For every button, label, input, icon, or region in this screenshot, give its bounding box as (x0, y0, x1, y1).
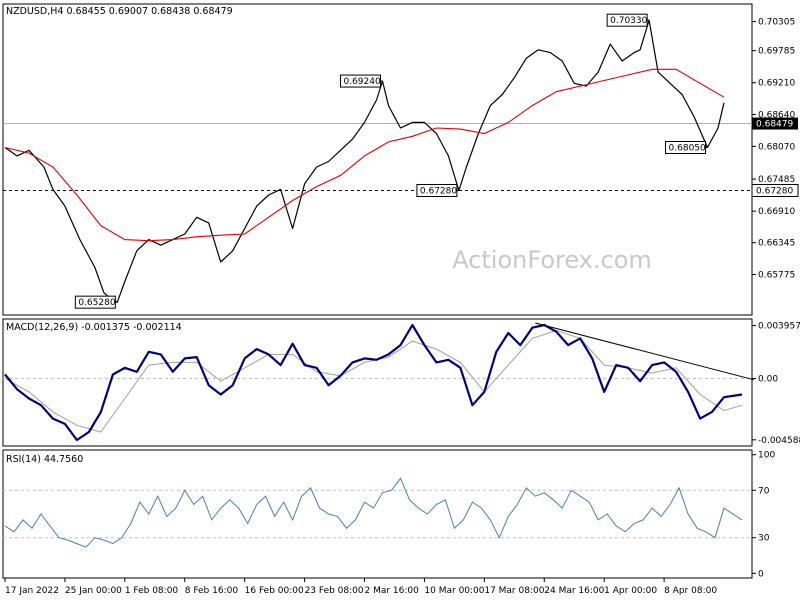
moving-average-line (4, 68, 725, 242)
price-y-tick-label: 0.69785 (758, 47, 795, 57)
annotation-box (74, 295, 116, 309)
price-y-tick-label: 0.67485 (758, 175, 795, 185)
support-label: 0.67280 (756, 186, 793, 196)
price-y-tick-label: 0.68070 (758, 142, 795, 152)
rsi-y-axis: 100 70 30 0 (3, 451, 775, 579)
rsi-line (4, 477, 743, 548)
rsi-panel: 100 70 30 0 RSI(14) 44.7560 (2, 449, 775, 579)
annotation-box (665, 140, 707, 154)
price-panel: ActionForex.com 0.70305 0.69785 0.69210 0.6… (2, 3, 799, 316)
rsi-series (4, 477, 743, 548)
rsi-y-tick-label: 70 (758, 486, 770, 496)
rsi-y-tick-label: 30 (758, 534, 770, 544)
support-tag (751, 183, 799, 197)
time-tick-label: 25 Jan 00:00 (65, 586, 122, 596)
time-tick-label: 1 Feb 08:00 (125, 586, 179, 596)
macd-y-tick-label: -0.004588 (758, 436, 800, 446)
time-axis: 17 Jan 2022 25 Jan 00:00 1 Feb 08:00 8 Feb … (4, 578, 717, 596)
annotation-label: 0.70330 (610, 16, 647, 26)
last-price-tag (752, 117, 798, 130)
last-price-label: 0.68479 (756, 120, 793, 130)
time-tick-label: 10 Mar 00:00 (424, 586, 484, 596)
rsi-y-tick-label: 100 (758, 451, 775, 461)
time-tick-label: 8 Apr 08:00 (664, 586, 717, 596)
price-title: NZDUSD,H4 0.68455 0.69007 0.68438 0.6847… (6, 6, 233, 17)
rsi-panel-frame (2, 449, 753, 579)
price-y-axis: 0.70305 0.69785 0.69210 0.68640 0.68070 0.674… (752, 18, 795, 281)
time-tick-label: 17 Mar 08:00 (484, 586, 544, 596)
time-tick-label: 16 Feb 00:00 (245, 586, 304, 596)
rsi-y-tick-label: 0 (758, 569, 764, 579)
watermark: ActionForex.com (452, 246, 652, 274)
macd-panel: 0.003957 0.00 -0.004588 MACD(12,26,9) -0.0… (2, 318, 800, 447)
price-y-tick-label: 0.66910 (758, 207, 795, 217)
time-tick-label: 23 Feb 08:00 (305, 586, 364, 596)
annotation-label: 0.68050 (669, 143, 706, 153)
price-line (4, 19, 725, 303)
rsi-title: RSI(14) 44.7560 (6, 454, 83, 465)
annotation-box (606, 13, 648, 27)
price-levels: 0.68479 0.67280 (3, 117, 799, 197)
annotation-box (416, 183, 458, 197)
annotation-label: 0.65280 (78, 298, 115, 308)
annotation-label: 0.67280 (420, 186, 457, 196)
macd-y-tick-label: 0.003957 (758, 322, 800, 332)
price-y-tick-label: 0.70305 (758, 18, 795, 28)
macd-title: MACD(12,26,9) -0.001375 -0.002114 (6, 322, 182, 333)
price-y-tick-label: 0.68640 (758, 111, 795, 121)
macd-line (4, 323, 743, 442)
price-panel-frame (2, 3, 753, 316)
macd-y-axis: 0.003957 0.00 -0.004588 (3, 322, 800, 446)
price-y-tick-label: 0.69210 (758, 79, 795, 89)
macd-panel-frame (2, 318, 753, 447)
time-tick-label: 17 Jan 2022 (5, 586, 59, 596)
time-tick-label: 1 Apr 00:00 (604, 586, 657, 596)
price-y-tick-label: 0.65775 (758, 271, 795, 281)
price-y-tick-label: 0.66345 (758, 239, 795, 249)
annotation-box (339, 74, 381, 88)
macd-trendline (535, 322, 755, 381)
time-tick-label: 24 Mar 16:00 (544, 586, 604, 596)
time-tick-label: 8 Feb 16:00 (185, 586, 239, 596)
macd-series (4, 322, 755, 442)
time-tick-label: 2 Mar 16:00 (365, 586, 420, 596)
macd-y-tick-label: 0.00 (758, 374, 778, 384)
annotation-label: 0.69240 (343, 77, 380, 87)
price-annotations: 0.65280 0.69240 0.67280 0.70330 0.68050 (74, 13, 708, 309)
price-series (4, 19, 725, 303)
